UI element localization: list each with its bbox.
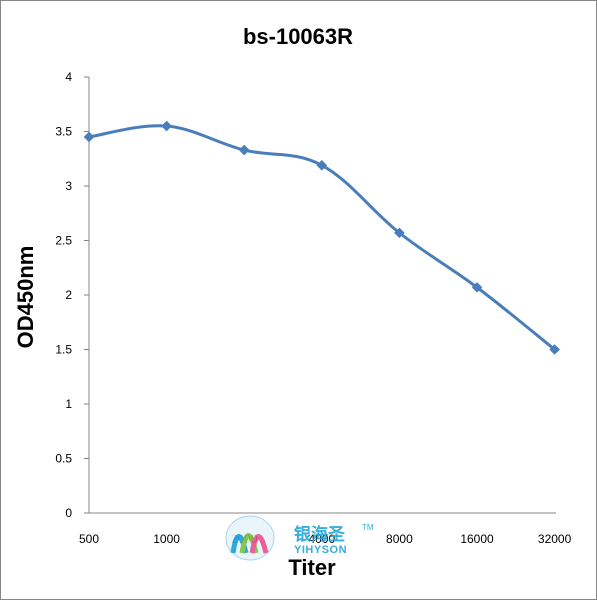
x-tick-label: 16000 bbox=[460, 532, 494, 546]
x-tick-label: 4000 bbox=[308, 532, 335, 546]
watermark-logo: 银海圣 TM YIHYSON bbox=[225, 515, 374, 561]
x-axis-title: Titer bbox=[288, 555, 336, 580]
data-point-marker bbox=[316, 159, 328, 171]
data-point-marker bbox=[238, 144, 250, 156]
yihyson-logo-icon bbox=[225, 515, 275, 561]
y-tick-label: 0 bbox=[65, 506, 72, 520]
series-line bbox=[88, 124, 556, 351]
y-tick-label: 3.5 bbox=[55, 125, 72, 139]
data-point-marker bbox=[83, 131, 95, 143]
y-tick-label: 2 bbox=[65, 288, 72, 302]
series-layer bbox=[83, 120, 560, 355]
data-point-marker bbox=[549, 344, 560, 355]
watermark-chinese: 银海圣 bbox=[294, 524, 346, 545]
x-tick-label: 1000 bbox=[153, 532, 180, 546]
watermark-trademark: TM bbox=[362, 523, 374, 532]
y-tick-label: 1.5 bbox=[55, 343, 72, 357]
data-point-marker bbox=[394, 227, 405, 239]
x-tick-label: 500 bbox=[79, 532, 99, 546]
y-axis-title: OD450nm bbox=[13, 246, 38, 349]
data-point-marker bbox=[471, 282, 483, 293]
chart-title: bs-10063R bbox=[243, 24, 353, 49]
y-axis-ticks: 0 0.5 1 1.5 2 2.5 3 3.5 4 bbox=[55, 70, 89, 520]
data-point-marker bbox=[161, 120, 172, 132]
y-tick-label: 3 bbox=[65, 179, 72, 193]
watermark-english: YIHYSON bbox=[294, 544, 347, 556]
y-tick-label: 4 bbox=[65, 70, 72, 84]
y-tick-label: 0.5 bbox=[55, 452, 72, 466]
x-tick-label: 32000 bbox=[538, 532, 572, 546]
x-tick-label: 8000 bbox=[386, 532, 413, 546]
y-tick-label: 1 bbox=[65, 397, 72, 411]
y-tick-label: 2.5 bbox=[55, 234, 72, 248]
